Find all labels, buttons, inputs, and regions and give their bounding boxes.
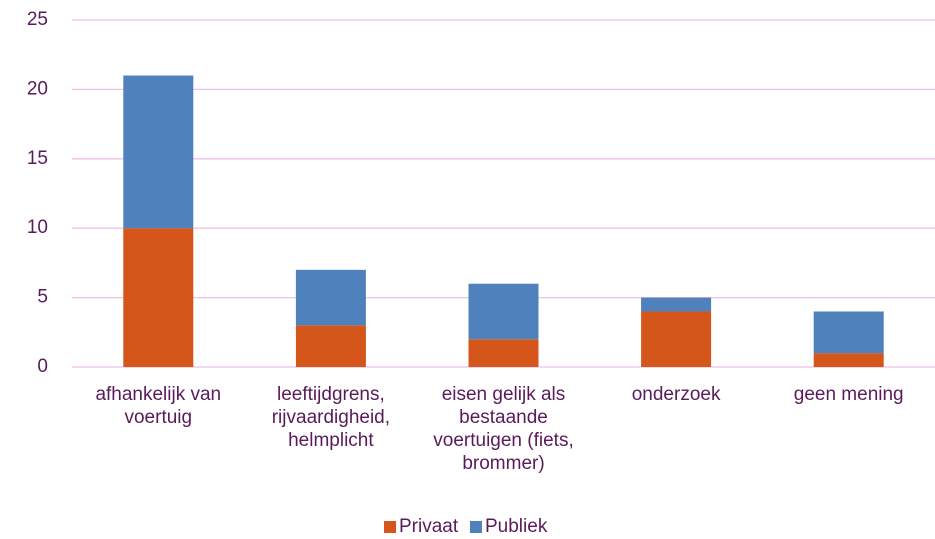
bar (641, 297, 712, 312)
bar (468, 339, 539, 367)
bar (123, 228, 194, 367)
bar (468, 283, 539, 340)
bar (123, 75, 194, 229)
bar (295, 269, 366, 326)
x-tick-label: geen mening (793, 384, 904, 405)
x-tick-label: onderzoek (631, 384, 721, 405)
y-tick-label: 15 (27, 148, 48, 169)
y-tick-label: 5 (37, 287, 48, 308)
bar (641, 311, 712, 367)
legend-item: Privaat (384, 516, 458, 538)
x-tick-label: afhankelijk van voertuig (95, 384, 222, 428)
legend-label: Privaat (399, 516, 459, 537)
legend-swatch (470, 521, 482, 533)
y-tick-label: 20 (27, 78, 48, 99)
legend-label: Publiek (485, 516, 548, 537)
bar (813, 353, 884, 367)
x-tick-label: eisen gelijk als bestaande voertuigen (f… (433, 384, 574, 474)
legend-swatch (384, 521, 396, 533)
y-tick-label: 25 (27, 9, 48, 30)
legend-item: Publiek (470, 516, 547, 538)
y-tick-label: 10 (27, 217, 48, 238)
y-tick-label: 0 (37, 356, 48, 377)
x-tick-label: leeftijdgrens, rijvaardigheid, helmplich… (271, 384, 391, 451)
bar (813, 311, 884, 354)
bar (295, 325, 366, 367)
